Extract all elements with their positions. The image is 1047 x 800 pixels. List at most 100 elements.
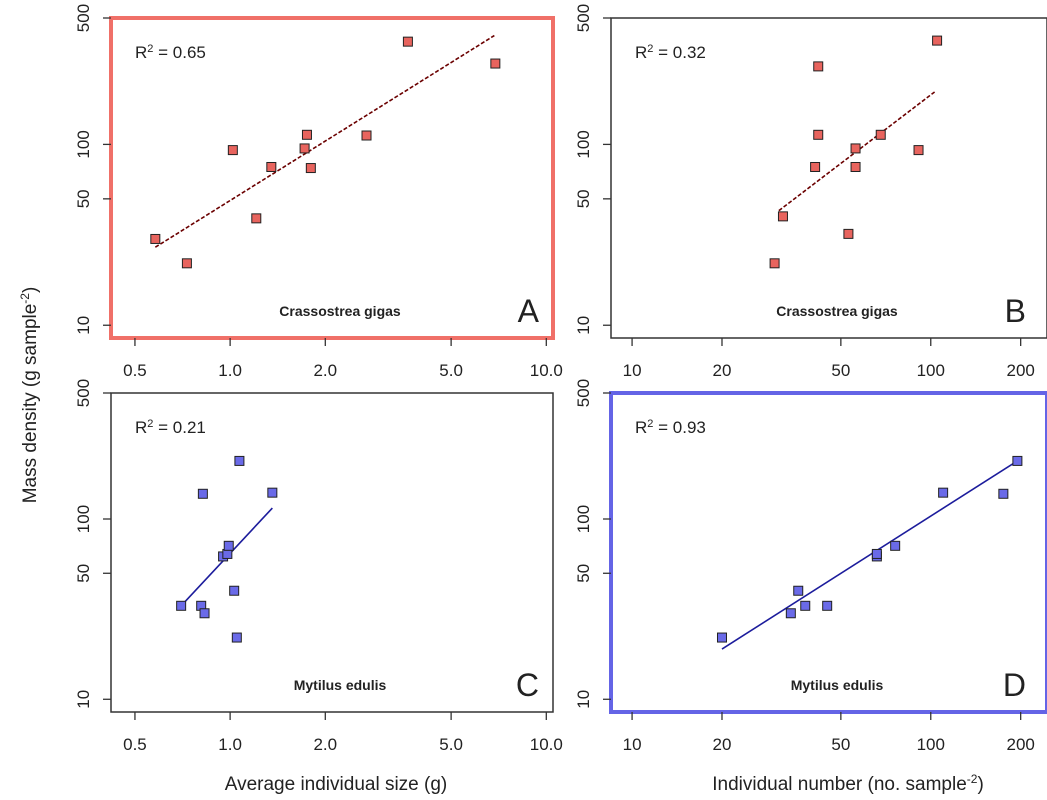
panel-b-r2-sup: 2	[647, 43, 653, 55]
panel-c-ytick-label: 50	[74, 564, 93, 583]
panel-b-data-point	[913, 145, 924, 156]
panel-b-data-point	[813, 61, 824, 72]
panel-a-xtick-label: 0.5	[123, 361, 147, 380]
panel-c-r2-prefix: R	[135, 418, 147, 437]
panel-a-data-point	[150, 233, 161, 244]
panel-d-data-point	[890, 540, 901, 551]
x-axis-title-left: Average individual size (g)	[225, 774, 448, 795]
panel-d-r2-value: = 0.93	[653, 418, 705, 437]
panel-b-data-point	[850, 143, 861, 154]
panel-b-data-point	[843, 228, 854, 239]
panel-c-species-label: Mytilus edulis	[294, 677, 387, 693]
panel-a-data-point	[361, 130, 372, 141]
panel-a-ytick-label: 500	[74, 4, 93, 32]
panel-d-data-point	[871, 548, 882, 559]
x-axis-title-right-end: )	[977, 774, 983, 795]
panel-a-r2-label: R2 = 0.65	[135, 43, 206, 62]
panel-a-data-point	[490, 58, 501, 69]
panel-b-ytick-label: 100	[574, 130, 593, 158]
panel-d-r2-prefix: R	[635, 418, 647, 437]
x-axis-title-right-sup: -2	[967, 772, 978, 786]
panel-d-data-point	[822, 600, 833, 611]
y-axis-title-end: )	[20, 287, 41, 293]
x-axis-title-right-main: Individual number (no. sample	[712, 774, 967, 795]
panel-a-frame	[109, 16, 555, 340]
panel-d-xtick-label: 50	[831, 735, 850, 754]
panel-d-data-point	[998, 488, 1009, 499]
panel-c-frame	[110, 392, 554, 713]
panel-d-data-point	[800, 600, 811, 611]
panel-b-species-label: Crassostrea gigas	[776, 303, 898, 319]
panel-d-ytick-label: 10	[574, 690, 593, 709]
panel-a-trend-line	[154, 34, 495, 248]
panel-d-xtick-label: 10	[623, 735, 642, 754]
panel-d-r2-sup: 2	[647, 418, 653, 430]
panel-b-data-point	[813, 129, 824, 140]
panel-d-xtick-label: 100	[917, 735, 945, 754]
panel-c-data-point	[176, 600, 187, 611]
panel-a-data-point	[402, 36, 413, 47]
panel-d-data-point	[716, 632, 727, 643]
panel-d: 10 50 100 500 10 20 50 100 200 R2 = 0.93 Mytilus e…	[574, 379, 1047, 754]
panel-a-species-label: Crassostrea gigas	[279, 303, 401, 319]
panel-c-data-point	[231, 632, 242, 643]
panel-d-xtick-label: 200	[1006, 735, 1034, 754]
panel-c-xtick-label: 5.0	[439, 735, 463, 754]
panel-a-xtick-label: 1.0	[218, 361, 242, 380]
panel-d-ytick-label: 500	[574, 379, 593, 407]
panel-d-trend-line	[721, 460, 1018, 650]
panel-d-data-point	[785, 608, 796, 619]
panel-c-r2-label: R2 = 0.21	[135, 418, 206, 437]
panel-b-xtick-label: 50	[831, 361, 850, 380]
panel-c-ytick-label: 500	[74, 379, 93, 407]
panel-c-xtick-label: 2.0	[313, 735, 337, 754]
panel-c-xtick-label: 10.0	[530, 735, 563, 754]
panel-b-xtick-label: 10	[623, 361, 642, 380]
y-axis-title: Mass density (g sample-2)	[18, 287, 41, 504]
panel-b-data-point	[810, 161, 821, 172]
panel-b-data-point	[777, 211, 788, 222]
panel-b-xtick-label: 100	[917, 361, 945, 380]
panel-b-xtick-label: 20	[713, 361, 732, 380]
y-axis-title-main: Mass density (g sample	[20, 304, 41, 504]
panel-b-ytick-label: 500	[574, 4, 593, 32]
panel-c: 10 50 100 500 0.5 1.0 2.0 5.0 10.0 R2 = 0.21 Mytil…	[74, 379, 563, 754]
panel-c-data-point	[199, 608, 210, 619]
panel-d-data-point	[938, 487, 949, 498]
panel-c-data-point	[267, 487, 278, 498]
panel-a-data-point	[227, 145, 238, 156]
panel-a-r2-prefix: R	[135, 43, 147, 62]
panel-a-xtick-label: 2.0	[313, 361, 337, 380]
panel-c-data-point	[197, 488, 208, 499]
panel-c-r2-value: = 0.21	[153, 418, 205, 437]
panel-a-data-point	[299, 143, 310, 154]
panel-a-ytick-label: 10	[74, 316, 93, 335]
panel-d-ytick-label: 100	[574, 505, 593, 533]
panel-a-data-point	[251, 213, 262, 224]
panel-c-data-point	[234, 455, 245, 466]
panel-b-r2-label: R2 = 0.32	[635, 43, 706, 62]
panel-a-ytick-label: 50	[74, 189, 93, 208]
panel-a-data-point	[305, 163, 316, 174]
panel-a-xtick-label: 10.0	[530, 361, 563, 380]
panel-c-r2-sup: 2	[147, 418, 153, 430]
panel-d-data-point	[793, 585, 804, 596]
panel-b-r2-value: = 0.32	[653, 43, 705, 62]
panel-d-frame	[609, 391, 1047, 714]
panel-b-data-point	[850, 161, 861, 172]
panel-d-letter: D	[1003, 667, 1026, 703]
panel-a: 10 50 100 500 0.5 1.0 2.0 5.0 10.0 R2 = 0.65 Crass…	[74, 4, 563, 380]
panel-c-data-point	[229, 585, 240, 596]
panel-b-data-point	[769, 258, 780, 269]
panel-b-ytick-label: 10	[574, 316, 593, 335]
panel-b-ytick-label: 50	[574, 189, 593, 208]
panels: 10 50 100 500 0.5 1.0 2.0 5.0 10.0 R2 = 0.65 Crass…	[74, 4, 1047, 754]
panel-b-letter: B	[1005, 293, 1026, 329]
panel-c-xtick-label: 1.0	[218, 735, 242, 754]
panel-a-data-point	[301, 129, 312, 140]
panel-d-ytick-label: 50	[574, 564, 593, 583]
panel-a-ytick-label: 100	[74, 130, 93, 158]
panel-c-ytick-label: 10	[74, 690, 93, 709]
panel-d-xtick-label: 20	[713, 735, 732, 754]
